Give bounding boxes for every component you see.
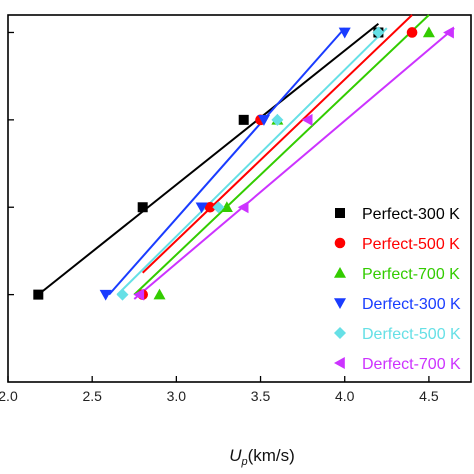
data-point-derfect-700-k <box>301 113 313 126</box>
data-point-derfect-700-k <box>133 288 145 301</box>
data-point-perfect-500-k <box>406 27 418 38</box>
data-point-perfect-700-k <box>220 201 233 213</box>
x-axis-label-symbol: U <box>229 446 242 465</box>
legend-label-derfect-700-k: Derfect-700 K <box>362 356 461 373</box>
data-point-derfect-300-k <box>338 27 351 39</box>
fit-line-perfect-300-k <box>37 22 380 296</box>
legend-label-perfect-500-k: Perfect-500 K <box>362 236 460 253</box>
x-axis-label: Up(km/s) <box>229 446 295 468</box>
legend: Perfect-300 K Perfect-500 K Perfect-700 K D… <box>334 206 461 373</box>
x-axis-label-subscript: p <box>240 456 247 468</box>
data-point-perfect-500-k <box>204 201 216 213</box>
fit-line-perfect-500-k <box>141 14 413 274</box>
data-point-perfect-300-k <box>33 289 44 300</box>
data-point-derfect-500-k <box>212 201 225 214</box>
fit-line-perfect-700-k <box>133 14 430 296</box>
legend-marker-perfect-500-k <box>334 237 346 249</box>
data-point-derfect-300-k <box>257 115 270 126</box>
legend-marker-derfect-500-k <box>334 327 346 339</box>
legend-label-perfect-300-k: Perfect-300 K <box>362 206 460 223</box>
legend-label-derfect-500-k: Derfect-500 K <box>362 326 461 343</box>
legend-label-derfect-300-k: Derfect-300 K <box>362 296 461 313</box>
fit-line-derfect-300-k <box>108 27 346 296</box>
fit-line-derfect-500-k <box>116 27 388 296</box>
data-point-derfect-500-k <box>271 113 284 126</box>
data-point-derfect-700-k <box>443 26 454 39</box>
legend-marker-perfect-300-k <box>335 208 345 218</box>
legend-marker-derfect-700-k <box>334 357 345 369</box>
data-point-derfect-500-k <box>372 26 385 39</box>
legend-marker-perfect-700-k <box>334 267 346 278</box>
data-point-derfect-300-k <box>99 289 112 301</box>
plot-frame <box>7 14 472 383</box>
x-tick-label: 4.0 <box>335 388 355 404</box>
x-tick-label: 2.0 <box>0 388 18 404</box>
fit-lines <box>37 14 455 300</box>
data-point-derfect-300-k <box>195 202 208 214</box>
data-point-perfect-300-k <box>137 202 148 213</box>
legend-label-perfect-700-k: Perfect-700 K <box>362 266 460 283</box>
data-point-perfect-700-k <box>153 288 166 300</box>
data-point-perfect-300-k <box>238 114 249 125</box>
y-axis-ticks <box>8 31 14 296</box>
fit-line-derfect-700-k <box>133 27 455 300</box>
x-tick-label: 4.5 <box>419 388 439 404</box>
data-point-derfect-700-k <box>237 201 249 214</box>
x-tick-label: 2.5 <box>82 388 102 404</box>
x-tick-label: 3.5 <box>251 388 271 404</box>
data-points <box>33 26 454 301</box>
x-tick-label: 3.0 <box>167 388 187 404</box>
x-axis-label-unit: (km/s) <box>248 446 295 465</box>
data-point-perfect-700-k <box>422 26 435 38</box>
legend-marker-derfect-300-k <box>334 298 346 309</box>
x-axis-ticks: 2.0 2.5 3.0 3.5 4.0 4.5 <box>0 376 439 404</box>
data-point-derfect-500-k <box>116 288 129 301</box>
